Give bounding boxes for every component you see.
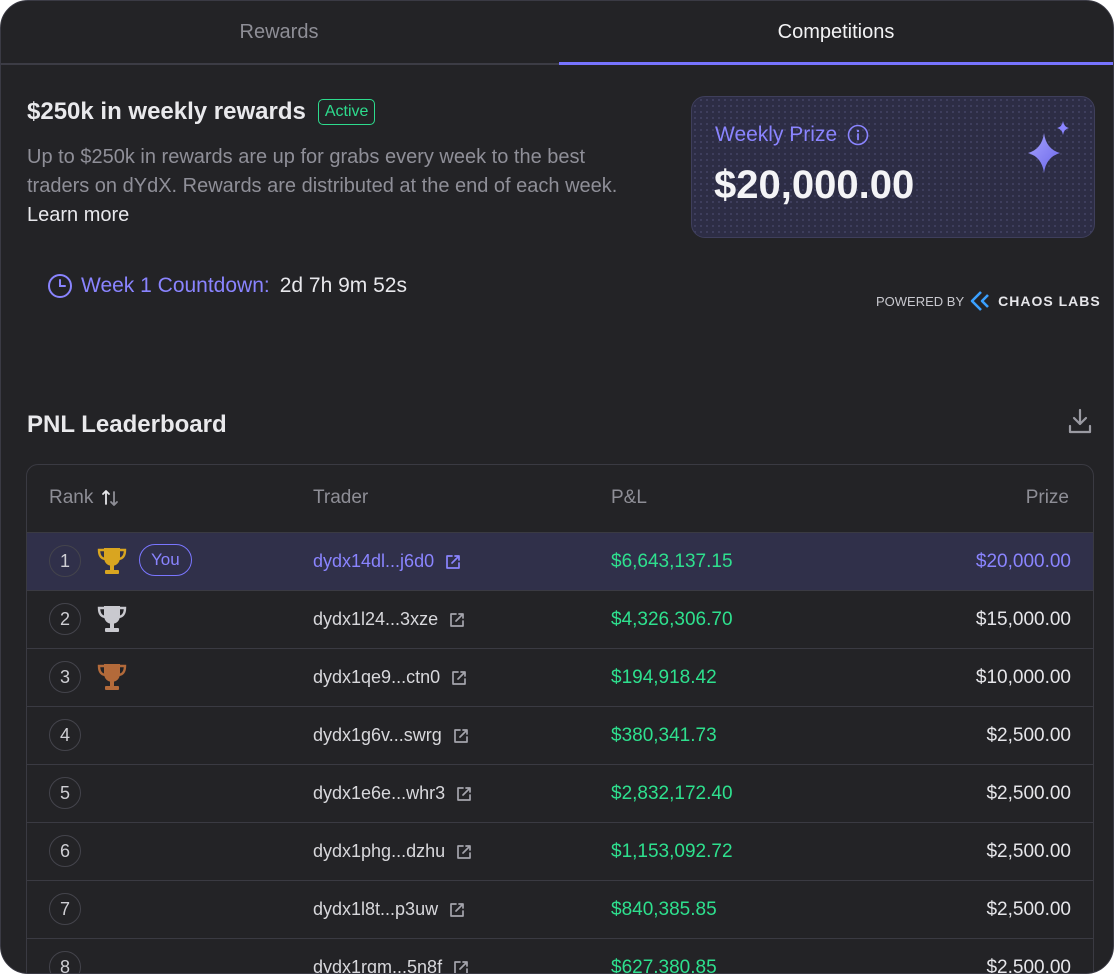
prize-header: Prize (1025, 487, 1069, 508)
clock-icon (48, 274, 72, 298)
status-badge: Active (317, 99, 376, 125)
external-link-icon[interactable] (455, 843, 473, 861)
bronze-trophy-icon (97, 664, 127, 690)
learn-more-link[interactable]: Learn more (27, 204, 130, 226)
prize-value: $2,500.00 (986, 841, 1071, 862)
powered-by-prefix: POWERED BY (876, 293, 965, 309)
tab-bar: Rewards Competitions (1, 1, 1113, 65)
sort-icon[interactable] (101, 488, 119, 508)
countdown: Week 1 Countdown: 2d 7h 9m 52s (47, 273, 407, 299)
trader-address: dydx1phg...dzhu (313, 841, 446, 861)
pnl-header: P&L (611, 487, 647, 508)
page-title: $250k in weekly rewards (27, 98, 306, 125)
silver-trophy-icon (97, 606, 127, 632)
pnl-value: $1,153,092.72 (611, 841, 733, 862)
trader-address: dydx1l8t...p3uw (313, 899, 439, 919)
pnl-value: $194,918.42 (611, 667, 717, 688)
prize-label-row: Weekly Prize (715, 123, 869, 147)
title-row: $250k in weekly rewards Active (27, 98, 376, 126)
description-text: Up to $250k in rewards are up for grabs … (27, 146, 618, 197)
download-icon[interactable] (1067, 407, 1093, 435)
trader-link[interactable]: dydx1rqm...5n8f (313, 957, 470, 974)
pnl-value: $380,341.73 (611, 725, 717, 746)
rank-header[interactable]: Rank (49, 487, 119, 509)
external-link-icon[interactable] (444, 553, 462, 571)
pnl-value: $6,643,137.15 (611, 551, 733, 572)
trader-address: dydx14dl...j6d0 (313, 551, 435, 571)
chaos-labs-logo-icon (970, 291, 990, 311)
trader-address: dydx1qe9...ctn0 (313, 667, 441, 687)
external-link-icon[interactable] (452, 959, 470, 974)
table-row[interactable]: 2 dydx1l24...3xze $4,326,306.70 $15,000.… (27, 591, 1093, 649)
rank-header-label: Rank (49, 487, 94, 508)
external-link-icon[interactable] (452, 727, 470, 745)
rank-number: 7 (49, 893, 81, 925)
table-header: Rank Trader P&L Prize (27, 465, 1093, 533)
trader-link[interactable]: dydx1phg...dzhu (313, 841, 473, 862)
rank-number: 4 (49, 719, 81, 751)
external-link-icon[interactable] (448, 901, 466, 919)
trader-link[interactable]: dydx1l8t...p3uw (313, 899, 466, 920)
table-row-current-user[interactable]: 1 You dydx14dl...j6d0 $6,643,137.15 $20,… (27, 533, 1093, 591)
leaderboard-title: PNL Leaderboard (27, 411, 227, 438)
table-row[interactable]: 4 dydx1g6v...swrg $380,341.73 $2,500.00 (27, 707, 1093, 765)
external-link-icon[interactable] (448, 611, 466, 629)
sparkle-icon (1028, 121, 1069, 173)
table-row[interactable]: 5 dydx1e6e...whr3 $2,832,172.40 $2,500.0… (27, 765, 1093, 823)
prize-value: $2,500.00 (986, 957, 1071, 974)
gold-trophy-icon (97, 548, 127, 574)
trader-link[interactable]: dydx14dl...j6d0 (313, 551, 462, 572)
powered-by: POWERED BY CHAOS LABS (876, 291, 1101, 311)
trader-address: dydx1g6v...swrg (313, 725, 442, 745)
pnl-value: $2,832,172.40 (611, 783, 733, 804)
trader-address: dydx1l24...3xze (313, 609, 439, 629)
prize-amount: $20,000.00 (714, 163, 915, 207)
prize-value: $15,000.00 (975, 609, 1071, 630)
table-row[interactable]: 8 dydx1rqm...5n8f $627,380.85 $2,500.00 (27, 939, 1093, 974)
trader-link[interactable]: dydx1g6v...swrg (313, 725, 470, 746)
table-row[interactable]: 7 dydx1l8t...p3uw $840,385.85 $2,500.00 (27, 881, 1093, 939)
info-icon[interactable] (847, 124, 869, 146)
prize-value: $10,000.00 (975, 667, 1071, 688)
pnl-value: $4,326,306.70 (611, 609, 733, 630)
table-row[interactable]: 6 dydx1phg...dzhu $1,153,092.72 $2,500.0… (27, 823, 1093, 881)
prize-value: $20,000.00 (975, 551, 1071, 572)
rank-number: 1 (49, 545, 81, 577)
rank-number: 8 (49, 951, 81, 973)
prize-value: $2,500.00 (986, 899, 1071, 920)
tab-competitions[interactable]: Competitions (559, 1, 1113, 65)
rank-number: 5 (49, 777, 81, 809)
description: Up to $250k in rewards are up for grabs … (27, 143, 627, 230)
trader-link[interactable]: dydx1l24...3xze (313, 609, 466, 630)
external-link-icon[interactable] (450, 669, 468, 687)
weekly-prize-card: Weekly Prize $20,000.00 (691, 96, 1095, 238)
trader-address: dydx1rqm...5n8f (313, 957, 443, 974)
you-badge: You (139, 544, 192, 576)
rank-number: 6 (49, 835, 81, 867)
trader-header: Trader (313, 487, 369, 508)
trader-link[interactable]: dydx1qe9...ctn0 (313, 667, 468, 688)
table-row[interactable]: 3 dydx1qe9...ctn0 $194,918.42 $10,000.00 (27, 649, 1093, 707)
leaderboard-table: Rank Trader P&L Prize 1 You dydx14dl...j… (26, 464, 1094, 974)
prize-label: Weekly Prize (715, 123, 838, 146)
external-link-icon[interactable] (455, 785, 473, 803)
trader-link[interactable]: dydx1e6e...whr3 (313, 783, 473, 804)
powered-by-brand: CHAOS LABS (998, 293, 1101, 309)
rank-number: 3 (49, 661, 81, 693)
trader-address: dydx1e6e...whr3 (313, 783, 446, 803)
prize-value: $2,500.00 (986, 725, 1071, 746)
rank-number: 2 (49, 603, 81, 635)
tab-rewards[interactable]: Rewards (239, 20, 319, 43)
countdown-label: Week 1 Countdown: (81, 274, 270, 297)
prize-value: $2,500.00 (986, 783, 1071, 804)
pnl-value: $627,380.85 (611, 957, 717, 974)
pnl-value: $840,385.85 (611, 899, 717, 920)
countdown-value: 2d 7h 9m 52s (279, 274, 407, 297)
